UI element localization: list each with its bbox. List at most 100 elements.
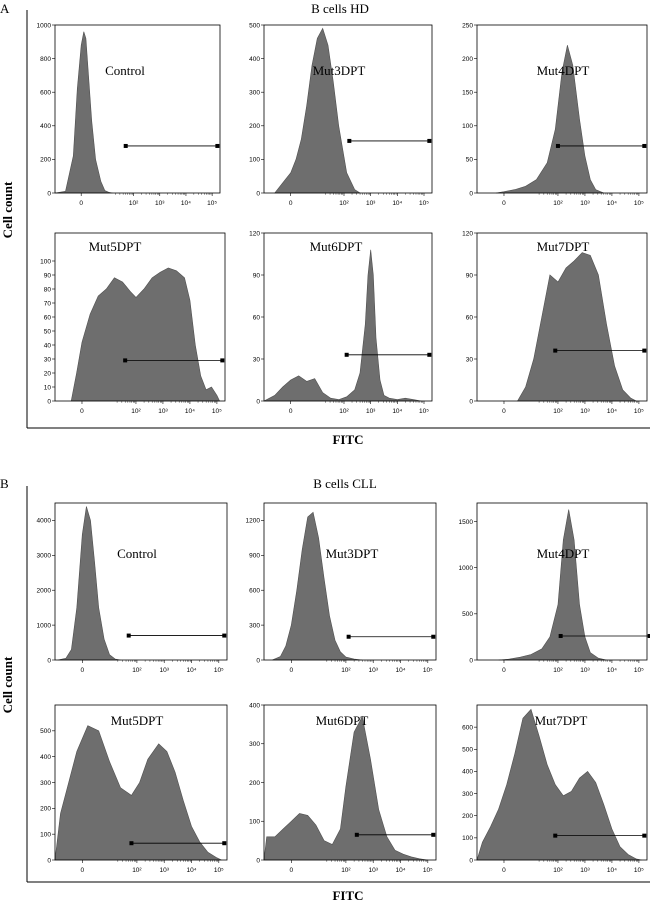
y-tick-label: 600 — [462, 724, 473, 731]
y-tick-label: 0 — [469, 657, 473, 664]
histogram-a-control: 0 200 400 600 800 1000 0 10² 10³ 10⁴ 10⁵ Control — [37, 22, 221, 207]
y-tick-label: 30 — [253, 356, 261, 363]
y-tick-label: 4000 — [37, 518, 52, 525]
x-tick-label: 0 — [289, 667, 293, 674]
y-tick-label: 100 — [249, 157, 260, 164]
x-tick-label: 10⁴ — [607, 408, 617, 415]
y-tick-label: 100 — [40, 258, 51, 265]
y-tick-label: 0 — [469, 190, 473, 197]
x-tick-label: 10⁴ — [395, 867, 405, 874]
plot-frame — [263, 24, 433, 194]
x-tick-label: 0 — [289, 408, 293, 415]
y-tick-label: 90 — [253, 272, 261, 279]
x-tick-label: 10⁵ — [212, 408, 222, 415]
gate-handle-left — [344, 352, 349, 357]
histogram-b-control: 0 1000 2000 3000 4000 0 10² 10³ 10⁴ 10⁵ Control — [37, 502, 228, 674]
histogram-area — [476, 708, 642, 861]
x-tick-label: 10⁵ — [634, 867, 644, 874]
y-tick-label: 1200 — [246, 518, 261, 525]
gate-handle-left — [558, 633, 563, 638]
panel-b-title: B cells CLL — [313, 476, 377, 491]
panel-b-ylabel: Cell count — [0, 656, 15, 713]
y-tick-label: 30 — [466, 356, 474, 363]
histogram-title: Mut5DPT — [89, 239, 142, 254]
y-tick-label: 1000 — [459, 565, 474, 572]
histogram-area — [516, 252, 637, 402]
histogram-title: Mut4DPT — [537, 546, 590, 561]
x-tick-label: 10² — [341, 867, 351, 874]
x-tick-label: 10⁴ — [607, 667, 617, 674]
y-tick-label: 0 — [256, 657, 260, 664]
y-tick-label: 200 — [249, 123, 260, 130]
histogram-b-mut7dpt: 0 100 200 300 400 500 600 0 10² 10³ 10⁴ 10⁵ Mut7DPT — [462, 704, 648, 874]
histogram-area — [70, 267, 221, 402]
gate-handle-left — [553, 348, 558, 353]
x-tick-label: 10⁴ — [392, 200, 402, 207]
histogram-area — [495, 45, 604, 194]
x-tick-label: 10³ — [155, 200, 165, 207]
y-tick-label: 100 — [249, 819, 260, 826]
gate-handle-right — [642, 348, 647, 353]
y-tick-label: 0 — [47, 398, 51, 405]
y-tick-label: 150 — [462, 90, 473, 97]
x-tick-label: 10³ — [160, 667, 170, 674]
x-tick-label: 10⁴ — [186, 867, 196, 874]
y-tick-label: 400 — [40, 123, 51, 130]
x-tick-label: 0 — [502, 667, 506, 674]
y-tick-label: 250 — [462, 22, 473, 29]
x-tick-label: 10² — [341, 667, 351, 674]
y-tick-label: 200 — [462, 56, 473, 63]
gate-handle-left — [129, 841, 134, 846]
histogram-area — [274, 27, 362, 194]
x-tick-label: 10² — [339, 200, 349, 207]
x-tick-label: 0 — [502, 200, 506, 207]
gate-handle-right — [642, 833, 647, 838]
y-tick-label: 1000 — [37, 22, 52, 29]
y-tick-label: 200 — [40, 157, 51, 164]
x-tick-label: 10² — [129, 200, 139, 207]
x-tick-label: 10⁵ — [419, 200, 429, 207]
x-tick-label: 10³ — [580, 867, 590, 874]
x-tick-label: 10⁴ — [395, 667, 405, 674]
x-tick-label: 0 — [80, 408, 84, 415]
y-tick-label: 1000 — [37, 622, 52, 629]
x-tick-label: 10⁵ — [423, 867, 433, 874]
y-tick-label: 100 — [462, 835, 473, 842]
y-tick-label: 400 — [40, 754, 51, 761]
x-tick-label: 0 — [80, 667, 84, 674]
y-tick-label: 0 — [256, 398, 260, 405]
y-tick-label: 60 — [466, 314, 474, 321]
y-tick-label: 120 — [249, 230, 260, 237]
x-tick-label: 10⁴ — [185, 408, 195, 415]
y-tick-label: 3000 — [37, 553, 52, 560]
y-tick-label: 30 — [44, 356, 52, 363]
histogram-area — [57, 506, 121, 661]
y-tick-label: 500 — [249, 22, 260, 29]
x-tick-label: 10³ — [580, 200, 590, 207]
y-tick-label: 400 — [249, 702, 260, 709]
panel-b-xlabel: FITC — [332, 888, 363, 903]
gate-handle-right — [427, 352, 432, 357]
histogram-title: Mut6DPT — [310, 239, 363, 254]
histogram-a-mut3dpt: 0 100 200 300 400 500 0 10² 10³ 10⁴ 10⁵ Mut3DPT — [249, 22, 433, 207]
gate-handle-left — [126, 633, 131, 638]
plot-frame — [263, 502, 437, 661]
x-tick-label: 10⁵ — [634, 200, 644, 207]
plot-frame — [476, 704, 648, 861]
x-tick-label: 10³ — [580, 667, 590, 674]
y-tick-label: 0 — [47, 190, 51, 197]
y-tick-label: 80 — [44, 286, 52, 293]
x-tick-label: 10³ — [369, 667, 379, 674]
plot-frame — [263, 232, 433, 402]
gate-handle-right — [220, 358, 225, 363]
y-tick-label: 300 — [249, 90, 260, 97]
histogram-b-mut5dpt: 0 100 200 300 400 500 0 10² 10³ 10⁴ 10⁵ Mut5DPT — [40, 704, 228, 874]
panel-a-letter: A — [0, 1, 10, 16]
y-tick-label: 0 — [256, 190, 260, 197]
x-tick-label: 10² — [553, 867, 563, 874]
histogram-title: Mut7DPT — [535, 713, 588, 728]
histogram-b-mut3dpt: 0 300 600 900 1200 0 10² 10³ 10⁴ 10⁵ Mut3DPT — [246, 502, 437, 674]
x-tick-label: 0 — [80, 867, 84, 874]
x-tick-label: 10⁴ — [181, 200, 191, 207]
